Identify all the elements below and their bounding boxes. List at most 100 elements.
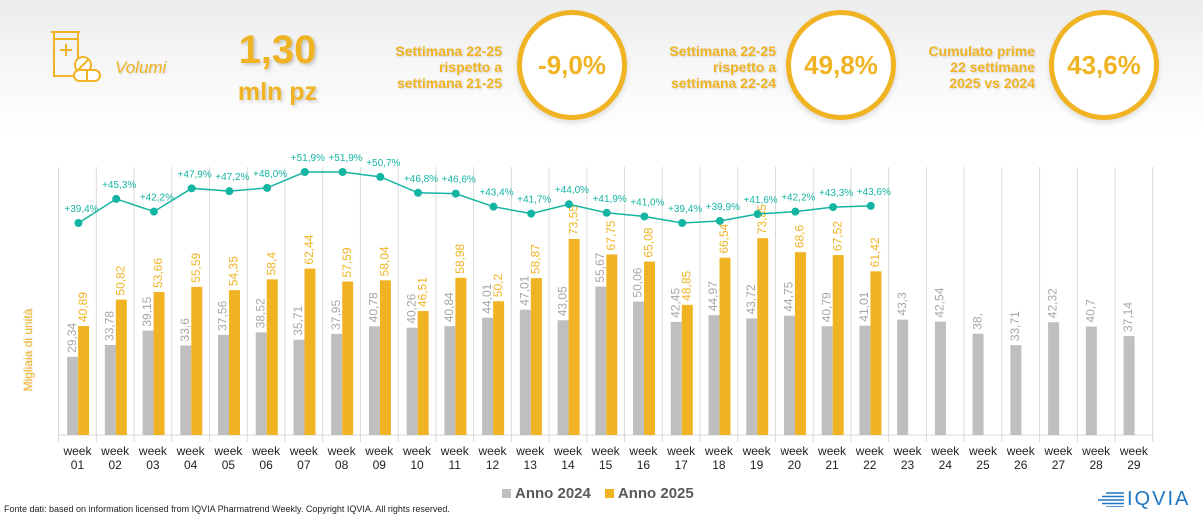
bar-2024 xyxy=(368,326,380,435)
chart-legend: Anno 2024 Anno 2025 xyxy=(502,485,694,502)
pill-bottle-icon xyxy=(51,31,101,82)
bar-2025 xyxy=(78,326,90,435)
bar-2025 xyxy=(229,290,241,435)
bar-label-2025: 67,52 xyxy=(830,221,844,251)
growth-point xyxy=(74,219,83,227)
growth-point xyxy=(187,184,196,193)
legend-swatch-2024 xyxy=(502,489,511,498)
bar-label-2024: 40,84 xyxy=(442,292,456,322)
bar-2024 xyxy=(519,309,531,435)
bar-2025 xyxy=(870,271,882,435)
x-tick-label-number: 29 xyxy=(1127,458,1141,472)
stat-weekly-vs-lastyear-label: Settimana 22-25 rispetto a settimana 22-… xyxy=(636,43,776,91)
bar-2025 xyxy=(493,301,505,435)
bar-label-2024: 44,75 xyxy=(782,281,796,311)
growth-label: +42,2% xyxy=(140,193,174,204)
data-source-note: Fonte dati: based on information license… xyxy=(4,504,450,514)
growth-label: +45,3% xyxy=(102,180,136,191)
growth-label: +50,7% xyxy=(366,158,400,169)
growth-point xyxy=(376,172,385,181)
bar-2024 xyxy=(1010,345,1022,435)
growth-label: +48,0% xyxy=(253,169,287,180)
bar-2024 xyxy=(897,319,909,435)
growth-point xyxy=(112,194,121,203)
legend-label-2024: Anno 2024 xyxy=(515,485,591,502)
bar-2024 xyxy=(934,321,946,435)
bar-label-2024: 38, xyxy=(970,313,984,330)
x-tick-label-number: 02 xyxy=(109,458,123,472)
bar-2025 xyxy=(794,252,806,435)
bar-2025 xyxy=(719,257,731,435)
growth-point xyxy=(414,188,423,197)
growth-point xyxy=(640,212,649,221)
bar-2024 xyxy=(142,330,154,435)
x-tick-label-week: week xyxy=(666,444,696,458)
stat-label-line: Settimana 22-25 xyxy=(395,43,502,59)
growth-point xyxy=(300,168,309,176)
bar-label-2025: 58,87 xyxy=(529,244,543,274)
stat-label-line: 2025 vs 2024 xyxy=(949,75,1035,91)
x-tick-label-week: week xyxy=(1043,444,1073,458)
bar-label-2025: 53,66 xyxy=(151,258,165,288)
bar-label-2025: 73,55 xyxy=(566,205,580,235)
growth-point xyxy=(564,200,573,209)
x-tick-label-week: week xyxy=(779,444,809,458)
bar-label-2025: 58,98 xyxy=(453,243,467,273)
bar-label-2025: 40,89 xyxy=(76,292,90,322)
bar-2025 xyxy=(530,278,542,435)
x-tick-label-number: 26 xyxy=(1014,458,1028,472)
bar-label-2024: 33,78 xyxy=(103,311,117,341)
bar-2024 xyxy=(1048,322,1060,435)
bar-label-2025: 55,59 xyxy=(189,252,203,282)
bar-label-2025: 66,54 xyxy=(717,223,731,253)
x-tick-label-number: 24 xyxy=(939,458,953,472)
x-tick-label-number: 06 xyxy=(259,458,273,472)
section-label: Volumi xyxy=(115,58,167,77)
bar-2024 xyxy=(1085,326,1097,435)
bar-label-2024: 44,97 xyxy=(706,281,720,311)
stat-label-line: Cumulato prime xyxy=(928,43,1035,59)
x-tick-label-week: week xyxy=(402,444,432,458)
bar-2024 xyxy=(406,327,418,435)
iqvia-logo: IQVIA xyxy=(1098,489,1190,509)
bar-2025 xyxy=(417,311,429,435)
x-tick-label-week: week xyxy=(704,444,734,458)
x-tick-label-number: 27 xyxy=(1052,458,1066,472)
bar-2024 xyxy=(331,333,343,435)
bar-label-2024: 43,05 xyxy=(555,286,569,316)
bar-label-2024: 40,78 xyxy=(367,292,381,322)
bar-2024 xyxy=(444,326,456,435)
legend-label-2025: Anno 2025 xyxy=(617,485,694,502)
x-tick-label-number: 13 xyxy=(524,458,538,472)
bar-label-2024: 55,67 xyxy=(593,252,607,282)
x-tick-label-week: week xyxy=(289,444,319,458)
stat-label-line: 22 settimane xyxy=(950,59,1035,75)
stat-label-line: Settimana 22-25 xyxy=(669,43,776,59)
x-tick-label-week: week xyxy=(213,444,243,458)
x-tick-label-week: week xyxy=(1119,444,1149,458)
x-tick-label-number: 15 xyxy=(599,458,613,472)
growth-label: +47,2% xyxy=(215,172,249,183)
x-tick-label-week: week xyxy=(364,444,394,458)
x-tick-label-week: week xyxy=(930,444,960,458)
growth-point xyxy=(753,210,762,219)
bar-label-2024: 42,45 xyxy=(668,288,682,318)
bar-label-2024: 37,56 xyxy=(216,301,230,331)
bar-label-2025: 65,08 xyxy=(642,227,656,257)
bar-2024 xyxy=(859,325,871,435)
growth-label: +47,9% xyxy=(178,169,212,180)
x-tick-label-number: 11 xyxy=(449,458,462,472)
growth-label: +46,8% xyxy=(404,174,438,185)
growth-point xyxy=(829,203,838,212)
growth-label: +39,9% xyxy=(706,202,740,213)
bar-2024 xyxy=(255,332,267,435)
bar-2025 xyxy=(191,286,203,435)
bar-label-2024: 35,71 xyxy=(291,305,305,335)
bar-label-2024: 29,34 xyxy=(65,322,79,352)
x-tick-label-week: week xyxy=(62,444,92,458)
x-tick-label-number: 12 xyxy=(486,458,500,472)
growth-line xyxy=(78,171,871,224)
growth-label: +41,9% xyxy=(593,194,627,205)
x-tick-label-week: week xyxy=(591,444,621,458)
growth-label: +51,9% xyxy=(328,153,362,164)
